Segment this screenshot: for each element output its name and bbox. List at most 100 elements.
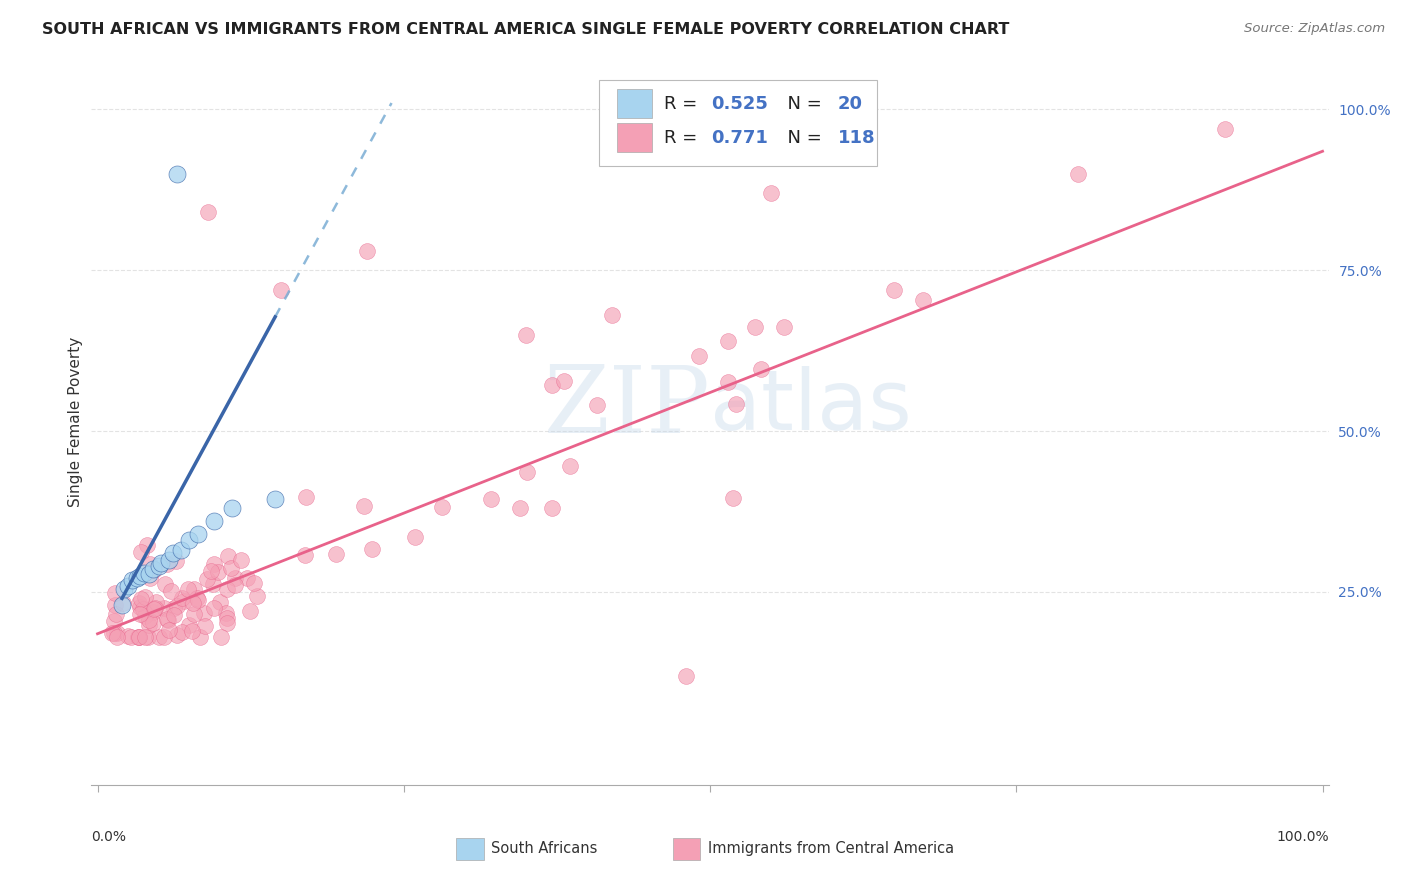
Point [744, 319, 766, 334]
Point [761, 186, 783, 200]
Text: 0.525: 0.525 [711, 95, 768, 112]
Point [202, 514, 225, 528]
FancyBboxPatch shape [673, 838, 700, 860]
Point [143, 600, 166, 615]
Point [156, 614, 179, 628]
Point [103, 626, 125, 640]
Text: 20: 20 [838, 95, 862, 112]
Point [128, 630, 150, 644]
Text: 0.0%: 0.0% [91, 830, 127, 844]
Point [180, 624, 202, 639]
Point [157, 553, 180, 567]
Point [132, 566, 155, 580]
Point [156, 557, 179, 571]
Point [911, 293, 934, 307]
Point [187, 592, 209, 607]
Text: 0.771: 0.771 [711, 129, 768, 147]
Point [509, 501, 531, 516]
Point [157, 624, 180, 638]
Point [181, 597, 204, 611]
FancyBboxPatch shape [617, 89, 652, 119]
Point [675, 668, 697, 682]
Point [117, 629, 139, 643]
Point [163, 607, 186, 622]
Text: Source: ZipAtlas.com: Source: ZipAtlas.com [1244, 22, 1385, 36]
Point [721, 491, 744, 506]
Point [200, 564, 222, 578]
Point [773, 320, 796, 334]
Point [215, 606, 238, 620]
Point [194, 619, 217, 633]
Point [134, 630, 156, 644]
Point [153, 630, 176, 644]
Point [117, 578, 139, 592]
Point [209, 595, 232, 609]
Point [1213, 121, 1236, 136]
Point [479, 492, 502, 507]
Point [131, 592, 153, 607]
Point [221, 501, 243, 516]
Point [195, 572, 218, 586]
Text: atlas: atlas [710, 367, 911, 448]
Point [404, 530, 426, 544]
Point [156, 612, 179, 626]
Point [142, 602, 165, 616]
Point [125, 571, 148, 585]
Point [217, 549, 239, 563]
Text: 118: 118 [838, 129, 875, 147]
Point [142, 615, 165, 630]
Point [600, 308, 623, 322]
Point [183, 582, 205, 596]
Point [1066, 167, 1088, 181]
Point [356, 244, 378, 258]
Point [540, 500, 562, 515]
Text: Immigrants from Central America: Immigrants from Central America [707, 841, 953, 856]
Point [224, 578, 246, 592]
Point [128, 596, 150, 610]
Text: SOUTH AFRICAN VS IMMIGRANTS FROM CENTRAL AMERICA SINGLE FEMALE POVERTY CORRELATI: SOUTH AFRICAN VS IMMIGRANTS FROM CENTRAL… [42, 22, 1010, 37]
Point [114, 582, 136, 596]
Point [121, 574, 143, 588]
Point [111, 598, 134, 612]
Text: R =: R = [664, 129, 703, 147]
Point [177, 617, 200, 632]
Point [165, 554, 187, 568]
Point [170, 591, 193, 605]
Point [325, 547, 347, 561]
Point [111, 596, 134, 610]
Point [105, 626, 128, 640]
Point [166, 628, 188, 642]
Point [361, 542, 384, 557]
Point [515, 327, 537, 342]
Point [103, 614, 125, 628]
Point [689, 349, 711, 363]
Point [162, 546, 184, 560]
Point [148, 559, 170, 574]
Point [295, 490, 318, 504]
Point [101, 626, 124, 640]
Point [224, 570, 246, 584]
Point [188, 630, 211, 644]
Point [202, 601, 225, 615]
Text: N =: N = [776, 95, 827, 112]
Point [138, 630, 160, 644]
Point [176, 582, 198, 596]
Text: N =: N = [776, 129, 827, 147]
Point [209, 630, 232, 644]
Point [129, 545, 152, 559]
Point [202, 558, 225, 572]
Point [217, 611, 239, 625]
Point [143, 563, 166, 577]
Point [103, 586, 125, 600]
Point [129, 599, 152, 614]
Point [170, 543, 193, 558]
Point [104, 607, 127, 621]
Point [138, 617, 160, 632]
Point [166, 599, 188, 613]
Point [294, 548, 316, 562]
Point [883, 283, 905, 297]
Point [217, 582, 239, 596]
Point [153, 576, 176, 591]
Point [142, 605, 165, 619]
FancyBboxPatch shape [599, 79, 877, 166]
